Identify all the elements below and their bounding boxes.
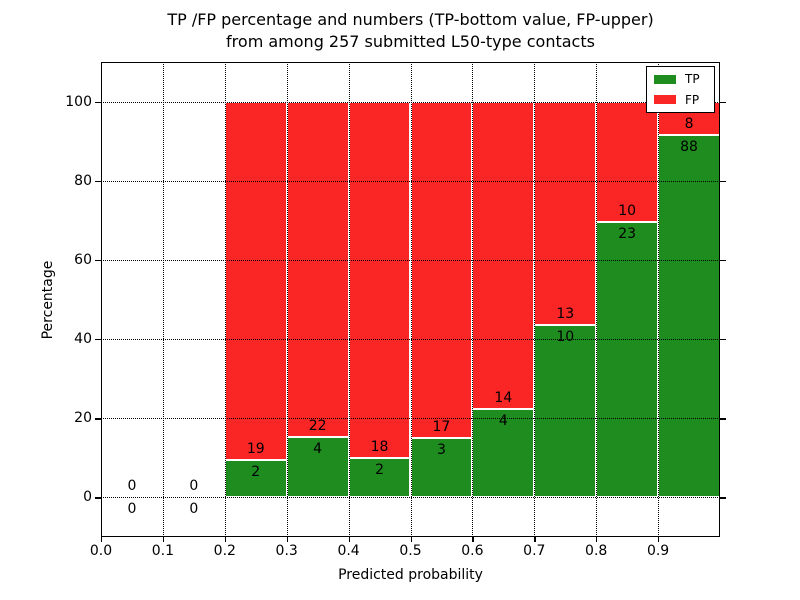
x-tick-mark [224, 537, 227, 542]
x-tick-label: 0.1 [151, 543, 175, 559]
x-tick-mark [534, 537, 536, 542]
gridline-y [101, 418, 720, 420]
y-tick-mark [95, 497, 101, 499]
x-tick-label: 0.6 [461, 543, 484, 559]
fp-count-label: 19 [246, 440, 265, 457]
y-tick-mark-right [720, 180, 726, 183]
gridline-x [162, 62, 164, 537]
y-tick-label: 100 [65, 93, 92, 110]
tp-bar [534, 325, 597, 498]
y-tick-mark-right [720, 259, 726, 262]
y-tick-mark [95, 259, 101, 262]
fp-bar [410, 101, 473, 439]
legend: TP FP [646, 66, 715, 113]
x-tick-mark [596, 537, 598, 542]
y-tick-mark [95, 418, 101, 420]
gridline-x [534, 62, 536, 537]
x-axis-label: Predicted probability [338, 567, 483, 583]
tp-bar [410, 438, 473, 498]
tp-count-label: 4 [313, 440, 323, 457]
fp-count-label: 0 [127, 478, 137, 495]
y-tick-label: 20 [74, 410, 92, 427]
y-tick-mark [95, 101, 101, 103]
tp-count-label: 0 [127, 501, 137, 518]
x-tick-mark [658, 537, 660, 542]
fp-count-label: 17 [432, 419, 451, 436]
fp-count-label: 8 [684, 115, 694, 132]
x-tick-mark [348, 537, 350, 542]
tp-bar [224, 459, 287, 498]
tp-count-label: 4 [498, 413, 508, 430]
gridline-x [472, 62, 474, 537]
chart-title-line1: TP /FP percentage and numbers (TP-bottom… [167, 10, 654, 29]
y-tick-mark-right [720, 418, 726, 420]
y-tick-mark-right [720, 101, 726, 103]
fp-count-label: 0 [189, 478, 199, 495]
x-tick-mark [472, 537, 474, 542]
y-tick-mark-right [720, 339, 726, 341]
chart-title-line2: from among 257 submitted L50-type contac… [226, 32, 595, 51]
x-tick-label: 0.5 [399, 543, 422, 559]
y-axis-label: Percentage [40, 260, 56, 340]
fp-bar [348, 101, 411, 458]
fp-count-label: 14 [494, 390, 513, 407]
x-tick-label: 0.0 [89, 543, 113, 559]
legend-entry-tp: TP [647, 73, 714, 85]
fp-count-label: 13 [556, 306, 575, 323]
gridline-x [596, 62, 598, 537]
gridline-x [348, 62, 350, 537]
x-tick-mark [286, 537, 288, 542]
chart-title: TP /FP percentage and numbers (TP-bottom… [101, 9, 720, 53]
fp-count-label: 22 [308, 417, 327, 434]
gridline-x [410, 62, 412, 537]
gridline-x [224, 62, 226, 537]
tp-count-label: 88 [680, 138, 698, 155]
plot-area: 0 0 0 0 19 2 22 4 18 2 17 3 14 4 13 10 10 23 8 88 [101, 62, 720, 537]
fp-bar [472, 101, 535, 410]
legend-tp-label: TP [685, 72, 700, 87]
y-tick-mark [95, 180, 101, 183]
tp-bar [596, 221, 659, 498]
fp-count-label: 18 [370, 438, 389, 455]
gridline-y [101, 497, 720, 499]
gridline-x [658, 62, 660, 537]
x-tick-label: 0.2 [213, 543, 236, 559]
x-tick-label: 0.4 [337, 543, 360, 559]
tp-count-label: 0 [189, 501, 199, 518]
gridline-y [101, 101, 720, 103]
fp-count-label: 10 [618, 202, 637, 219]
tp-count-label: 2 [251, 463, 261, 480]
fp-bar [286, 101, 349, 437]
gridline-x [286, 62, 288, 537]
fp-bar [534, 101, 597, 326]
tp-count-label: 2 [375, 461, 384, 478]
legend-fp-label: FP [685, 92, 700, 107]
x-tick-label: 0.3 [275, 543, 298, 559]
tp-bar [658, 134, 720, 498]
y-tick-label: 80 [74, 172, 92, 189]
legend-tp-swatch [654, 74, 676, 84]
y-tick-label: 0 [83, 489, 92, 506]
y-tick-mark [95, 339, 101, 341]
x-tick-mark [410, 537, 412, 542]
gridline-y [101, 339, 720, 341]
tp-bar [286, 436, 349, 498]
y-tick-label: 60 [74, 251, 92, 268]
tp-count-label: 10 [556, 329, 575, 346]
x-tick-mark [101, 537, 103, 542]
fp-bar [224, 101, 287, 460]
legend-fp-swatch [654, 95, 676, 105]
gridline-y [101, 259, 720, 261]
y-tick-label: 40 [74, 331, 92, 348]
legend-entry-fp: FP [647, 94, 714, 106]
x-tick-label: 0.9 [646, 543, 670, 559]
y-tick-mark-right [720, 497, 726, 499]
tp-count-label: 23 [618, 225, 637, 242]
x-tick-mark [162, 537, 165, 542]
x-tick-label: 0.8 [585, 543, 608, 559]
tp-count-label: 3 [436, 442, 446, 459]
x-tick-label: 0.7 [523, 543, 546, 559]
gridline-y [101, 180, 720, 182]
